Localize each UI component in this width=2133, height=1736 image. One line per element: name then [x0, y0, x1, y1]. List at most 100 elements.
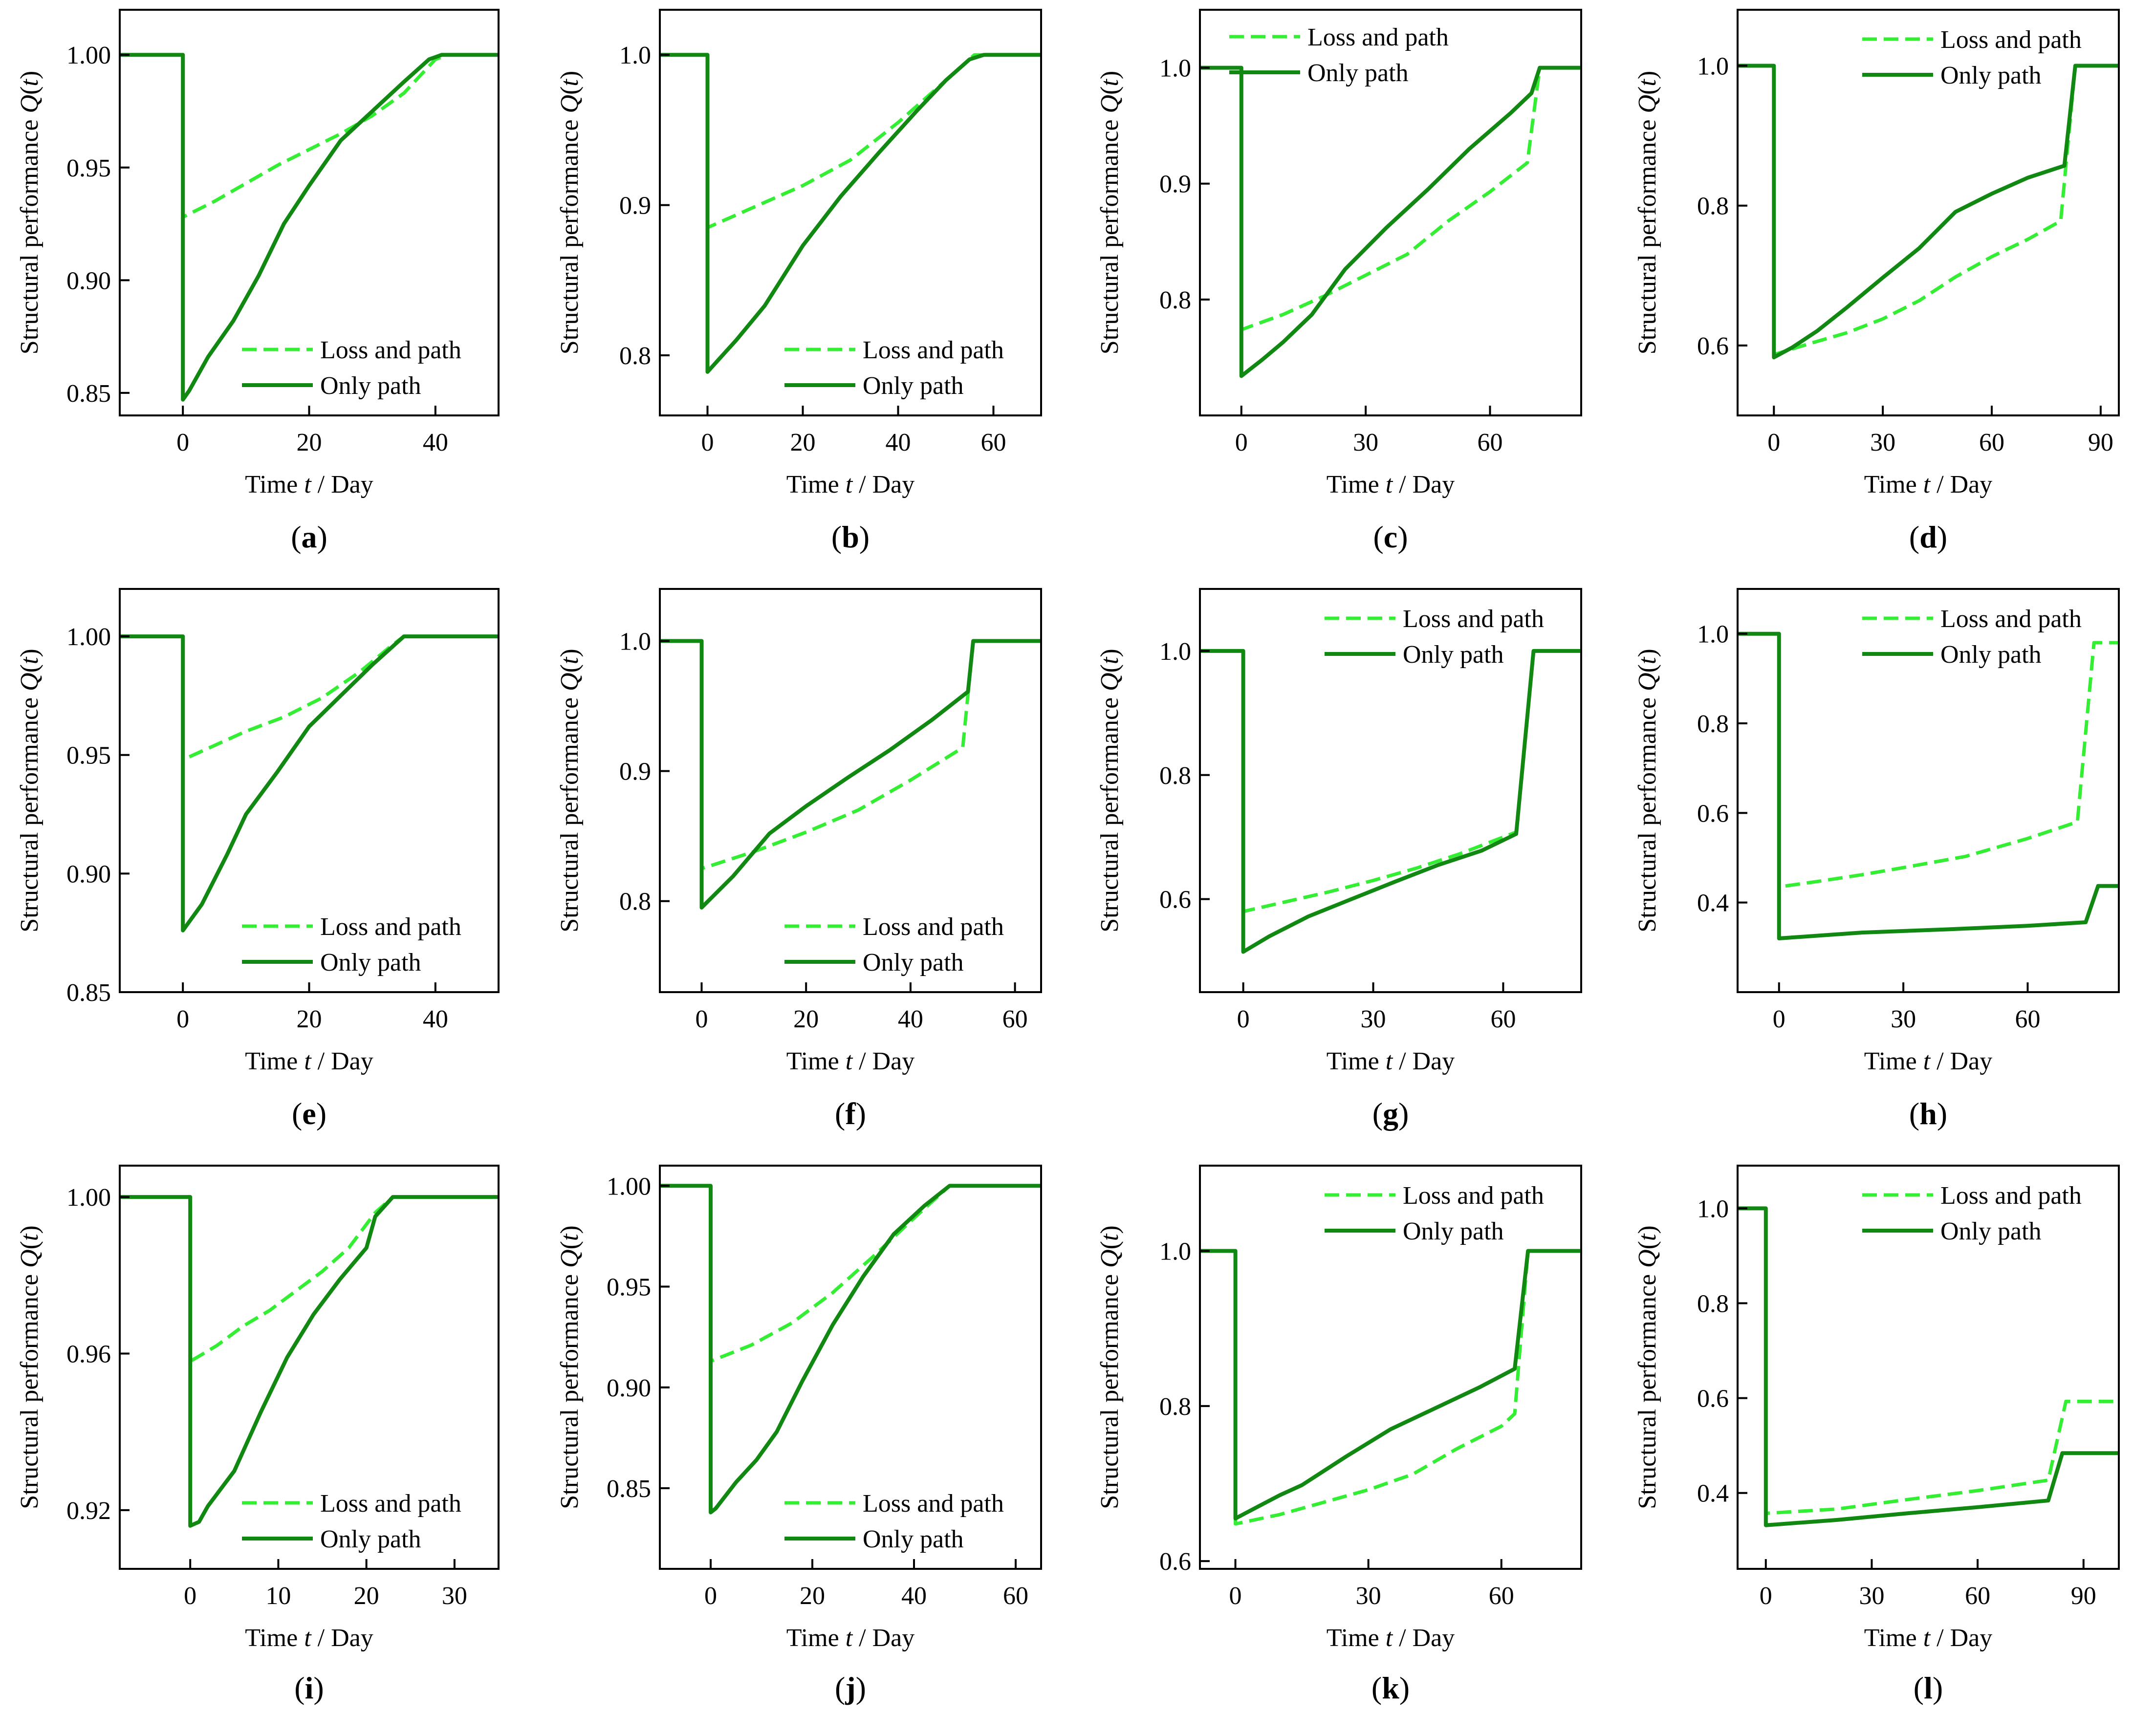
legend: Loss and path Only path: [784, 1490, 1004, 1553]
panel-label-open: (: [1373, 520, 1383, 554]
panel-label-open: (: [1909, 1096, 1919, 1131]
y-axis-title: Structural performance Q(t): [1633, 1225, 1661, 1509]
legend-label: Loss and path: [320, 1490, 461, 1518]
x-tick-label: 0: [1773, 1005, 1785, 1033]
y-tick-label: 0.95: [66, 742, 111, 770]
x-axis-title: Time t / Day: [1864, 471, 1992, 499]
label-part: Q: [1633, 95, 1661, 113]
legend-label: Only path: [863, 949, 964, 976]
y-tick-label: 1.00: [607, 1172, 651, 1200]
panel-label: (l): [1914, 1671, 1943, 1705]
x-tick-label: 20: [297, 429, 322, 456]
panel-label: (d): [1909, 520, 1947, 554]
panel-label-close: ): [1933, 1671, 1943, 1705]
chart-panel-h: 0 30 60 0.4 0.6 0.8 1.0 Time t / Day Structural …: [1633, 588, 2120, 1131]
label-part: / Day: [1930, 471, 1992, 499]
chart-panel-d: 0 30 60 90 0.6 0.8 1.0 Time t / Day Structural p…: [1633, 9, 2120, 554]
y-tick-label: 0.6: [1697, 800, 1729, 827]
panel-label-open: (: [835, 1671, 845, 1705]
x-tick-label: 60: [1979, 429, 2004, 456]
series-line-only-path: [660, 639, 1041, 910]
label-part: (: [1633, 87, 1661, 95]
legend: Loss and path Only path: [784, 336, 1004, 400]
label-part: Structural performance: [1633, 1268, 1661, 1509]
y-tick-label: 0.6: [1159, 886, 1191, 914]
label-part: / Day: [1930, 1047, 1992, 1075]
y-axis-title: Structural performance Q(t): [556, 649, 584, 932]
panel-label-open: (: [1371, 1671, 1382, 1705]
y-tick-label: 0.90: [607, 1374, 651, 1402]
y-axis-title: Structural performance Q(t): [1096, 649, 1124, 932]
y-tick-label: 1.00: [66, 1184, 111, 1212]
legend-label: Loss and path: [1940, 1182, 2082, 1210]
x-tick-label: 30: [1891, 1005, 1916, 1033]
x-axis-title: Time t / Day: [1864, 1624, 1992, 1652]
legend: Loss and path Only path: [1862, 26, 2082, 89]
panel-label-letter: g: [1383, 1096, 1398, 1131]
series-line-loss-and-path: [120, 634, 499, 761]
x-tick-label: 10: [265, 1582, 291, 1610]
legend-label: Only path: [1940, 1217, 2042, 1245]
label-part: t: [1386, 471, 1393, 499]
y-tick-label: 0.85: [66, 380, 111, 408]
label-part: t: [1633, 1233, 1661, 1241]
label-part: Time: [786, 1624, 846, 1652]
panel-label-letter: e: [302, 1096, 316, 1131]
y-tick-label: 0.8: [1697, 1290, 1729, 1318]
y-tick-label: 0.85: [66, 979, 111, 1007]
label-part: (: [556, 87, 584, 95]
legend: Loss and path Only path: [242, 336, 461, 400]
series-line-loss-and-path: [660, 53, 1041, 230]
series-line-only-path: [1738, 631, 2119, 940]
label-part: Time: [245, 1624, 304, 1652]
label-part: Q: [16, 673, 44, 691]
plot-area-frame: [659, 9, 1042, 416]
x-axis-title: Time t / Day: [1864, 1047, 1992, 1075]
series-line-only-path: [120, 53, 499, 402]
x-tick-label: 20: [354, 1582, 379, 1610]
x-tick-label: 0: [704, 1582, 717, 1610]
panel-label-open: (: [1909, 520, 1919, 554]
label-part: Structural performance: [1633, 691, 1661, 933]
legend-label: Only path: [1940, 641, 2042, 669]
panel-label-close: ): [1397, 520, 1408, 554]
legend-label: Loss and path: [1403, 1182, 1544, 1210]
y-axis-title: Structural performance Q(t): [16, 71, 44, 354]
y-tick-label: 0.9: [619, 758, 651, 786]
panel-label-letter: c: [1384, 520, 1397, 554]
chart-panel-g: 0 30 60 0.6 0.8 1.0 Time t / Day Structural per…: [1096, 588, 1582, 1131]
legend-label: Only path: [1403, 1217, 1504, 1245]
legend: Loss and path Only path: [1862, 605, 2082, 669]
label-part: t: [304, 1624, 312, 1652]
panel-label-close: ): [1937, 1096, 1947, 1131]
x-tick-label: 40: [901, 1582, 927, 1610]
label-part: t: [1923, 1047, 1931, 1075]
x-tick-label: 20: [297, 1005, 322, 1033]
y-axis-title: Structural performance Q(t): [556, 71, 584, 354]
panel-label: (f): [835, 1096, 866, 1131]
legend: Loss and path Only path: [242, 1490, 461, 1553]
x-tick-label: 60: [1002, 1005, 1028, 1033]
panel-label-close: ): [313, 1671, 324, 1705]
plot-area-frame: [1199, 588, 1582, 993]
label-part: t: [1096, 656, 1124, 664]
series-line-only-path: [120, 1195, 499, 1528]
label-part: Time: [1327, 471, 1386, 499]
panel-label-letter: b: [842, 520, 859, 554]
panel-label: (a): [291, 520, 327, 554]
label-part: / Day: [311, 1047, 373, 1075]
x-tick-label: 60: [1477, 429, 1502, 456]
x-axis-title: Time t / Day: [245, 471, 373, 499]
label-part: t: [1633, 656, 1661, 664]
legend: Loss and path Only path: [242, 913, 461, 976]
y-tick-label: 1.0: [1159, 55, 1191, 83]
panel-label-letter: i: [305, 1671, 314, 1705]
y-tick-label: 0.8: [1697, 710, 1729, 738]
y-axis-title: Structural performance Q(t): [556, 1225, 584, 1509]
panel-label-close: ): [316, 1096, 326, 1131]
y-tick-label: 0.90: [66, 860, 111, 888]
x-tick-label: 60: [1003, 1582, 1028, 1610]
chart-panel-a: 0 20 40 0.85 0.90 0.95 1.00 Time t / Day Structu…: [16, 9, 500, 554]
label-part: t: [1386, 1624, 1393, 1652]
x-tick-label: 0: [1767, 429, 1780, 456]
